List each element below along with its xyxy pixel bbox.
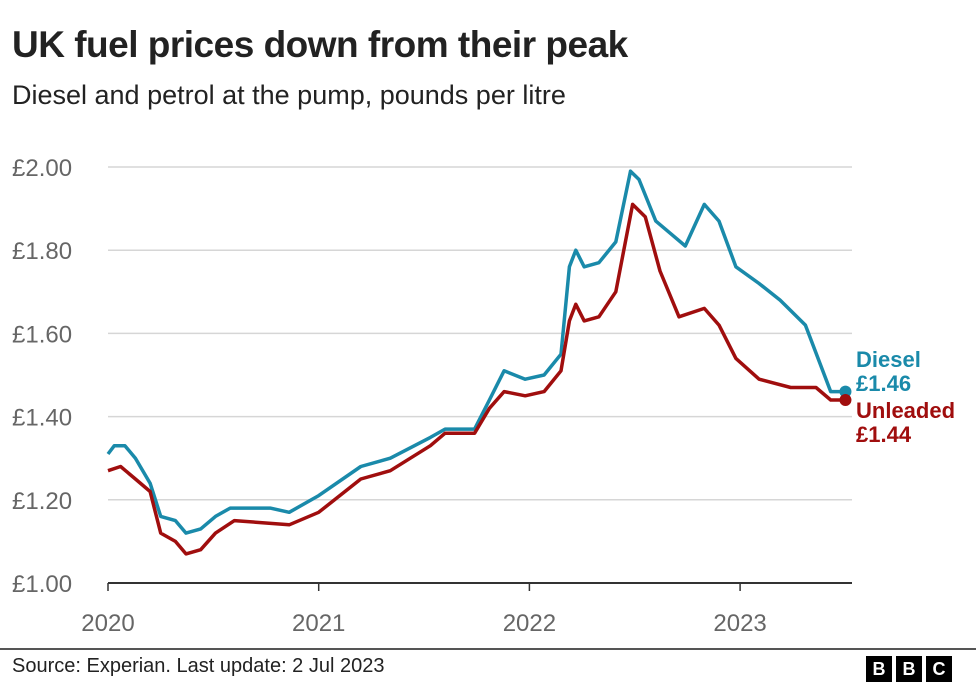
logo-letter: C <box>926 656 952 682</box>
end-point-diesel <box>839 385 852 398</box>
chart-title: UK fuel prices down from their peak <box>12 24 628 65</box>
bbc-logo: B B C <box>866 656 952 682</box>
line-chart: £1.00 £1.20 £1.40 £1.60 £1.80 £2.00 2020 2021 20… <box>12 155 955 637</box>
series-label: Unleaded <box>856 398 955 423</box>
end-point-unleaded <box>839 393 852 406</box>
y-tick-label: £1.20 <box>12 488 72 515</box>
x-tick-label: 2021 <box>292 610 345 637</box>
series-end-value: £1.46 <box>856 371 911 396</box>
series-label: Diesel <box>856 347 921 372</box>
y-tick-label: £2.00 <box>12 155 72 182</box>
y-tick-label: £1.00 <box>12 571 72 598</box>
series-end-value: £1.44 <box>856 422 912 447</box>
y-tick-label: £1.60 <box>12 321 72 348</box>
x-tick-label: 2022 <box>503 610 556 637</box>
series-line-unleaded <box>107 202 846 556</box>
y-tick-label: £1.80 <box>12 238 72 265</box>
chart-subtitle: Diesel and petrol at the pump, pounds pe… <box>12 80 566 110</box>
logo-letter: B <box>866 656 892 682</box>
source-note: Source: Experian. Last update: 2 Jul 202… <box>12 655 385 677</box>
x-tick-label: 2023 <box>713 610 766 637</box>
series-line-diesel <box>106 169 846 535</box>
y-tick-label: £1.40 <box>12 405 72 432</box>
logo-letter: B <box>896 656 922 682</box>
x-tick-label: 2020 <box>81 610 134 637</box>
footer-divider <box>0 648 976 650</box>
